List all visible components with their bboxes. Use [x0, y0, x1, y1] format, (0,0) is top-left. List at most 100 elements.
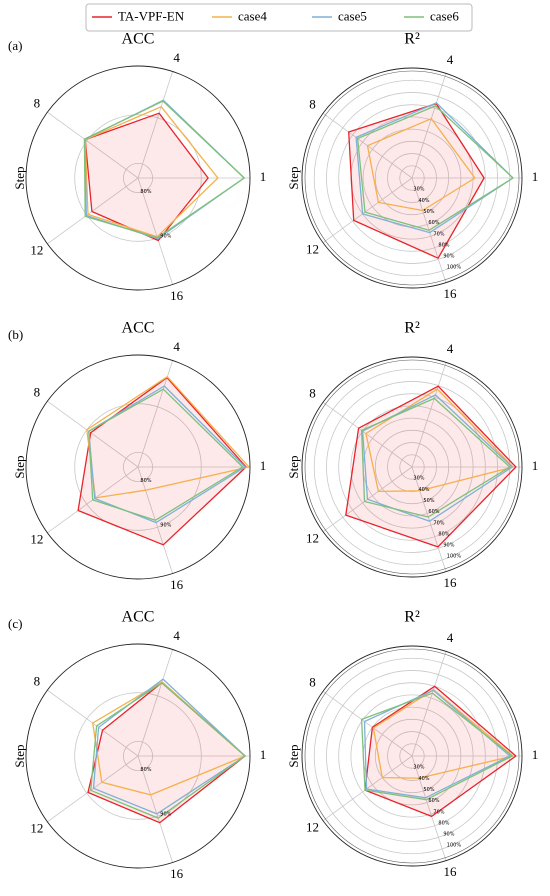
category-label: 1: [260, 169, 267, 184]
category-label: 1: [260, 458, 267, 473]
radar-chart: 80% 90% 1 4 8 12 16 ACC Step (b): [8, 320, 266, 592]
radar-chart: 80% 90% 1 4 8 12 16 ACC Step (a): [8, 31, 266, 303]
category-label: 12: [30, 820, 43, 835]
axis-label: Step: [12, 455, 27, 478]
category-label: 16: [170, 288, 184, 303]
spoke: [411, 362, 447, 468]
category-label: 12: [30, 242, 43, 257]
category-label: 12: [306, 819, 319, 834]
category-label: 12: [30, 531, 43, 546]
category-label: 12: [306, 530, 319, 545]
r-tick-label: 30%: [413, 476, 424, 482]
r-tick-label: 60%: [428, 798, 439, 804]
spoke: [411, 73, 447, 179]
r-tick-label: 40%: [418, 198, 429, 204]
category-label: 1: [532, 169, 539, 184]
outer-circle-inner: [304, 648, 520, 864]
spoke: [137, 71, 173, 179]
category-label: 1: [532, 458, 539, 473]
r-tick-label: 90%: [443, 254, 454, 260]
outer-circle: [301, 645, 523, 867]
series-line: [92, 681, 246, 796]
chart-title: ACC: [122, 320, 155, 337]
axis-label: Step: [12, 166, 27, 189]
axis-label: Step: [286, 455, 301, 478]
r-tick-label: 40%: [418, 776, 429, 782]
chart-title: R²: [404, 320, 420, 337]
category-label: 4: [447, 341, 454, 356]
axis-label: Step: [286, 166, 301, 189]
spoke: [47, 177, 139, 245]
r-tick-label: 50%: [423, 498, 434, 504]
legend-box: [85, 3, 473, 32]
r-tick-label: 80%: [140, 767, 151, 773]
r-tick-label: 60%: [428, 509, 439, 515]
r-tick-label: 80%: [438, 820, 449, 826]
panel-label: (a): [8, 38, 22, 53]
series-line: [356, 105, 514, 231]
spoke: [322, 402, 413, 468]
category-label: 16: [444, 286, 458, 301]
r-tick-label: 70%: [433, 520, 444, 526]
r-tick-label: 80%: [140, 189, 151, 195]
r-tick-label: 90%: [160, 811, 171, 817]
series-line: [84, 99, 245, 240]
category-label: 4: [173, 628, 180, 643]
legend-label: TA-VPF-EN: [118, 8, 185, 23]
outer-circle: [25, 65, 251, 291]
legend-label: case5: [338, 8, 367, 23]
category-label: 8: [34, 385, 41, 400]
category-label: 4: [447, 52, 454, 67]
r-tick-label: 90%: [160, 233, 171, 239]
category-label: 8: [309, 97, 316, 112]
spoke: [322, 177, 413, 243]
spoke: [137, 649, 173, 757]
outer-circle: [301, 356, 523, 578]
category-label: 12: [306, 241, 319, 256]
chart-title: ACC: [122, 31, 155, 48]
category-label: 16: [444, 864, 458, 879]
r-tick-label: 60%: [428, 220, 439, 226]
series-line: [348, 102, 485, 259]
outer-circle: [25, 643, 251, 869]
spoke: [47, 755, 139, 823]
series-line: [83, 100, 245, 239]
r-tick-label: 90%: [160, 522, 171, 528]
series-line: [372, 689, 514, 779]
spoke: [322, 691, 413, 757]
r-tick-label: 90%: [443, 543, 454, 549]
outer-circle: [301, 67, 523, 289]
r-tick-label: 50%: [423, 209, 434, 215]
spoke: [411, 755, 447, 861]
series-line: [92, 678, 246, 815]
category-label: 8: [34, 674, 41, 689]
category-label: 8: [309, 675, 316, 690]
spoke: [322, 755, 413, 821]
r-tick-label: 50%: [423, 787, 434, 793]
series-line: [360, 397, 511, 518]
series-line: [87, 682, 246, 824]
outer-circle-inner: [304, 70, 520, 286]
radar-chart: 30% 40% 50% 60% 70% 80% 90% 100% 1 4 8 12 16 R² Step: [286, 320, 538, 590]
radar-chart: 30% 40% 50% 60% 70% 80% 90% 100% 1 4 8 12 16 R² Step: [286, 609, 538, 879]
radar-chart: 80% 90% 1 4 8 12 16 ACC Step (c): [8, 609, 266, 881]
spoke: [137, 755, 173, 863]
category-label: 8: [309, 386, 316, 401]
series-line: [77, 376, 247, 546]
category-label: 16: [170, 866, 184, 881]
r-tick-label: 30%: [413, 765, 424, 771]
r-tick-label: 80%: [140, 478, 151, 484]
panel-label: (c): [8, 616, 22, 631]
r-tick-label: 80%: [438, 242, 449, 248]
series-line: [365, 388, 514, 493]
axis-label: Step: [286, 744, 301, 767]
spoke: [411, 651, 447, 757]
outer-circle-inner: [304, 359, 520, 575]
r-tick-label: 100%: [447, 265, 462, 271]
category-label: 1: [532, 747, 539, 762]
category-label: 8: [34, 96, 41, 111]
category-label: 1: [260, 747, 267, 762]
series-line: [360, 692, 513, 801]
series-line: [366, 118, 476, 212]
